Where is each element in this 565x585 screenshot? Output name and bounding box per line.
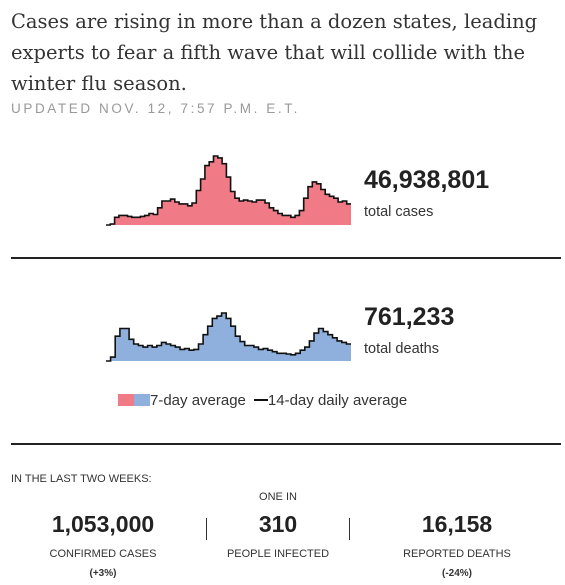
chart-legend: 7-day average 14-day daily average <box>118 390 407 410</box>
deaths-sparkline-chart <box>106 312 351 362</box>
stat-prefix <box>367 490 547 504</box>
stat-confirmed-cases: 1,053,000 CONFIRMED CASES (+3%) <box>13 490 193 584</box>
cases-area <box>106 156 351 225</box>
stat-caption: REPORTED DEATHS <box>403 548 511 560</box>
stat-change: (-24%) <box>441 568 472 579</box>
legend-line-key <box>253 399 268 401</box>
total-deaths-number: 761,233 <box>364 303 455 331</box>
period-label: IN THE LAST TWO WEEKS: <box>11 473 152 485</box>
total-deaths-label: total deaths <box>364 341 439 357</box>
stat-reported-deaths: 16,158 REPORTED DEATHS (-24%) <box>367 490 547 584</box>
legend-14-day-label: 14-day daily average <box>267 391 408 409</box>
stat-divider <box>206 518 207 540</box>
total-cases-label: total cases <box>364 204 434 220</box>
deaths-color-swatch <box>134 394 150 406</box>
stat-prefix <box>13 490 193 504</box>
stat-divider <box>349 518 350 540</box>
stat-caption: PEOPLE INFECTED <box>226 548 330 560</box>
total-cases-number: 46,938,801 <box>364 166 490 194</box>
stat-change: (+3%) <box>89 568 117 579</box>
stat-caption: CONFIRMED CASES <box>49 548 157 560</box>
headline: Cases are rising in more than a dozen st… <box>11 10 538 95</box>
deaths-14-day-line <box>106 312 351 362</box>
stat-people-infected: ONE IN 310 PEOPLE INFECTED <box>188 490 368 564</box>
stat-prefix: ONE IN <box>259 491 297 503</box>
updated-timestamp: UPDATED NOV. 12, 7:57 P.M. E.T. <box>11 101 300 116</box>
stat-number: 1,053,000 <box>51 511 155 537</box>
deaths-area <box>106 313 351 361</box>
cases-color-swatch <box>118 394 134 406</box>
section-divider <box>11 443 561 445</box>
cases-14-day-line <box>106 155 351 226</box>
cases-sparkline-chart <box>106 155 351 226</box>
stat-number: 16,158 <box>421 511 493 537</box>
stat-number: 310 <box>258 511 298 537</box>
legend-7-day-label: 7-day average <box>150 391 246 409</box>
section-divider <box>11 257 561 259</box>
